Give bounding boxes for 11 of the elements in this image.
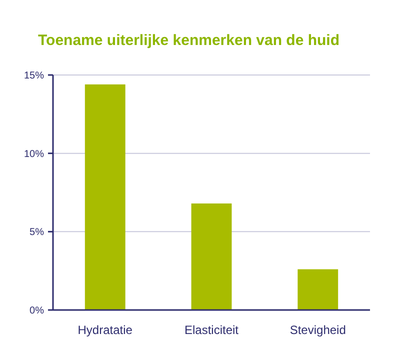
x-tick-label: Stevigheid: [290, 323, 346, 337]
y-tick-label: 15%: [24, 70, 44, 82]
x-tick-label: Elasticiteit: [184, 323, 240, 337]
bar: [191, 203, 232, 310]
x-tick-label: Hydratatie: [78, 323, 133, 337]
chart-title: Toename uiterlijke kenmerken van de huid: [38, 32, 340, 49]
y-tick-label: 5%: [30, 227, 44, 238]
y-tick-label: 0%: [30, 306, 44, 316]
y-tick-label: 10%: [24, 148, 44, 160]
bar: [84, 84, 126, 310]
bar: [298, 269, 338, 310]
